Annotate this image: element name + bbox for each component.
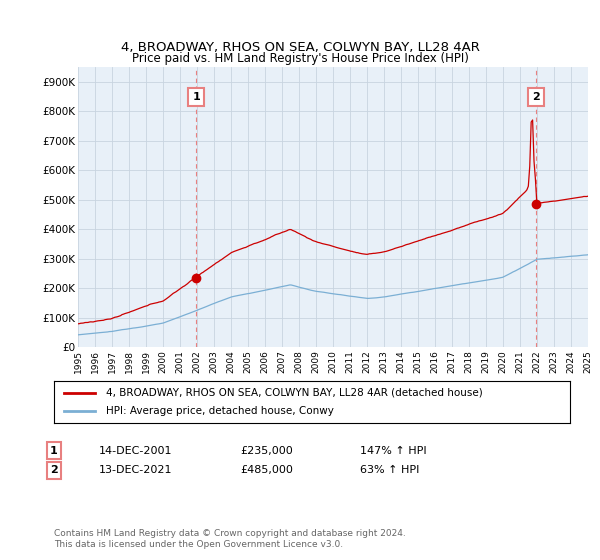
Text: Contains HM Land Registry data © Crown copyright and database right 2024.
This d: Contains HM Land Registry data © Crown c… bbox=[54, 529, 406, 549]
Text: 2: 2 bbox=[50, 465, 58, 475]
Text: 147% ↑ HPI: 147% ↑ HPI bbox=[360, 446, 427, 456]
Text: 1: 1 bbox=[50, 446, 58, 456]
Text: 2: 2 bbox=[532, 92, 540, 102]
Text: 4, BROADWAY, RHOS ON SEA, COLWYN BAY, LL28 4AR: 4, BROADWAY, RHOS ON SEA, COLWYN BAY, LL… bbox=[121, 41, 479, 54]
Text: £485,000: £485,000 bbox=[240, 465, 293, 475]
Text: 1: 1 bbox=[192, 92, 200, 102]
Text: £235,000: £235,000 bbox=[240, 446, 293, 456]
Text: 4, BROADWAY, RHOS ON SEA, COLWYN BAY, LL28 4AR (detached house): 4, BROADWAY, RHOS ON SEA, COLWYN BAY, LL… bbox=[106, 388, 482, 398]
Text: 14-DEC-2001: 14-DEC-2001 bbox=[99, 446, 173, 456]
Text: 13-DEC-2021: 13-DEC-2021 bbox=[99, 465, 173, 475]
Text: 63% ↑ HPI: 63% ↑ HPI bbox=[360, 465, 419, 475]
Text: Price paid vs. HM Land Registry's House Price Index (HPI): Price paid vs. HM Land Registry's House … bbox=[131, 52, 469, 65]
Text: HPI: Average price, detached house, Conwy: HPI: Average price, detached house, Conw… bbox=[106, 406, 334, 416]
